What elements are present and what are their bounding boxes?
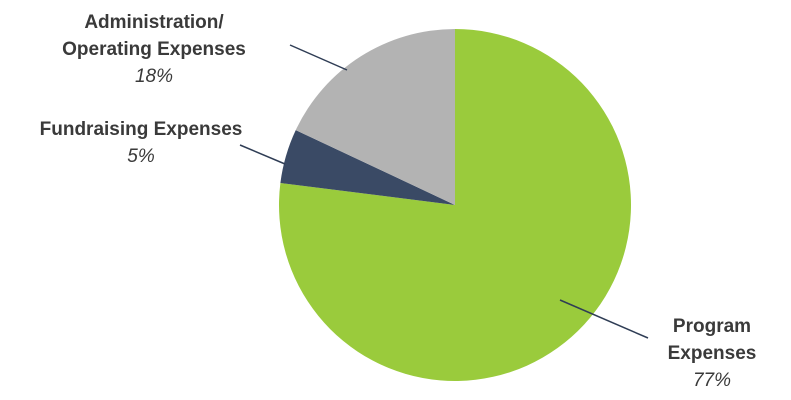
leader-line (559, 299, 649, 339)
slice-name-line: Administration/ (84, 12, 224, 33)
label-program-expenses: Program Expenses 77% (668, 316, 757, 391)
leader-line (239, 144, 286, 165)
leader-line (289, 44, 348, 71)
leader-lines (239, 44, 649, 339)
slice-percent-label: 5% (127, 146, 155, 167)
slice-percent-label: 18% (135, 66, 173, 87)
slice-administration-operating-expenses (295, 29, 455, 205)
slice-name-line: Fundraising Expenses (40, 119, 243, 140)
slice-name-line: Program (673, 316, 751, 337)
slice-fundraising-expenses (280, 130, 455, 205)
slice-percent-label: 77% (693, 370, 731, 391)
label-fundraising-expenses: Fundraising Expenses 5% (40, 119, 243, 167)
slice-name-line: Expenses (668, 343, 757, 364)
label-administration-operating-expenses: Administration/Operating Expenses 18% (62, 12, 246, 87)
slice-name-line: Operating Expenses (62, 39, 246, 60)
pie-slices (279, 29, 631, 381)
slice-labels: Program Expenses 77% Fundraising Expenses 5%… (40, 12, 757, 391)
